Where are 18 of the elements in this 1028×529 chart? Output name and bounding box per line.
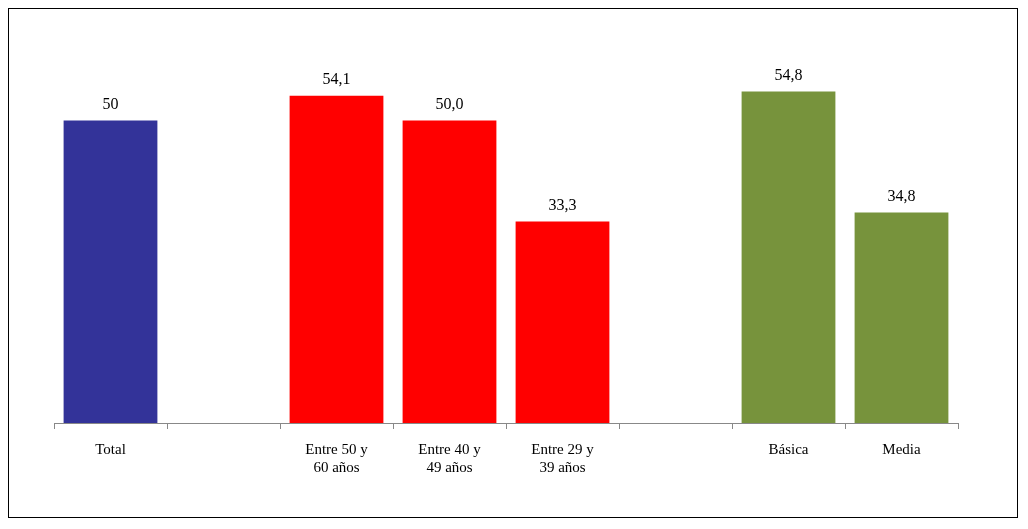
bar — [854, 212, 949, 423]
data-label: 54,8 — [774, 65, 803, 83]
bar — [289, 95, 384, 423]
data-label: 34,8 — [887, 186, 916, 204]
x-tick-label: Básica — [768, 440, 809, 457]
x-tick-label: Media — [882, 440, 921, 457]
data-label: 33,3 — [548, 195, 577, 213]
x-tick-label: Entre 29 y 39 años — [531, 440, 595, 475]
bar — [402, 120, 497, 423]
x-tick-label: Entre 40 y 49 años — [418, 440, 482, 475]
x-tick-label: Entre 50 y 60 años — [305, 440, 369, 475]
bar — [515, 221, 610, 423]
bar — [63, 120, 158, 423]
data-label: 54,1 — [322, 69, 351, 87]
data-label: 50,0 — [435, 94, 464, 112]
x-tick-label: Total — [95, 440, 126, 457]
data-label: 50 — [102, 94, 119, 112]
bar — [741, 91, 836, 423]
